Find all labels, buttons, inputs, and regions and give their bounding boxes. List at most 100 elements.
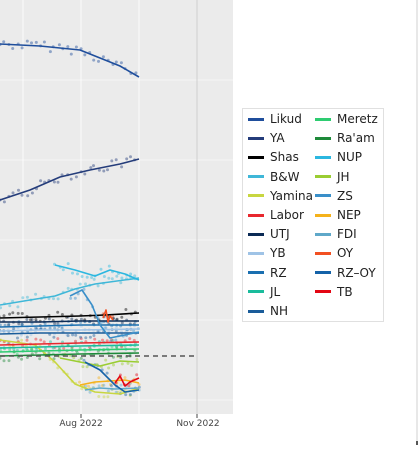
poll-point-ra-am (119, 356, 123, 359)
legend-item-jh: JH (315, 168, 350, 186)
poll-point-meretz (30, 347, 34, 351)
poll-point-utj (20, 322, 24, 326)
poll-point-ya (89, 166, 93, 170)
legend-item-rz: RZ (248, 264, 287, 282)
poll-point-nh (71, 333, 75, 337)
poll-point-utj (17, 322, 21, 326)
poll-point-rz (0, 323, 2, 327)
poll-point-ya (17, 188, 20, 192)
poll-point-jl (44, 347, 47, 351)
poll-point-yamina (30, 347, 34, 351)
poll-point-labor (79, 337, 83, 341)
poll-point-yamina (102, 395, 106, 399)
legend-label: JH (337, 169, 350, 184)
legend-swatch (315, 232, 331, 236)
legend-swatch (315, 194, 331, 198)
trend-line-fdi (84, 387, 140, 391)
trend-line-jh (59, 357, 140, 367)
chart-canvas: Aug 2022 Nov 2022 (0, 0, 233, 429)
poll-point-likud (20, 46, 24, 50)
poll-point-nup (107, 264, 111, 268)
poll-point-shas (120, 315, 124, 319)
poll-point-nup (129, 272, 133, 276)
poll-point-yamina (56, 366, 60, 370)
poll-point-labor (132, 338, 136, 342)
legend-item-rz-oy: RZ–OY (315, 264, 376, 282)
poll-point-nup (90, 276, 94, 279)
poll-point-yamina (97, 395, 101, 398)
trend-line-yb (0, 328, 140, 332)
legend-swatch (248, 136, 264, 140)
poll-point-ya (20, 193, 24, 197)
poll-point-utj (25, 318, 29, 321)
trend-line-rz-oy (84, 361, 140, 393)
poll-point-b-w (8, 304, 12, 308)
poll-point-jh (72, 356, 76, 360)
poll-point-fdi (88, 390, 92, 394)
poll-point-ya (114, 158, 118, 162)
poll-point-zs (73, 296, 77, 300)
legend-label: NH (270, 304, 288, 318)
poll-point-yamina (128, 394, 132, 397)
trend-line-oy (102, 309, 114, 323)
legend-item-zs: ZS (315, 187, 353, 205)
legend-label: Labor (270, 208, 304, 222)
poll-point-nh (66, 334, 70, 338)
legend-swatch (248, 194, 264, 198)
poll-point-jh (126, 361, 130, 365)
poll-point-ya (56, 180, 60, 184)
poll-point-utj (53, 322, 57, 326)
poll-point-likud (119, 61, 123, 65)
legend-swatch (248, 271, 264, 275)
poll-point-rz-oy (124, 393, 128, 397)
legend-label: ZS (337, 188, 353, 203)
poll-point-labor (62, 346, 66, 350)
poll-point-labor (56, 337, 60, 341)
poll-point-zs (114, 338, 118, 342)
legend-label: Ra'am (337, 131, 375, 146)
poll-point-likud (134, 71, 138, 75)
trend-line-yamina (0, 339, 140, 395)
poll-point-b-w (25, 295, 29, 299)
poll-point-likud (83, 53, 87, 57)
poll-point-likud (114, 60, 118, 64)
poll-point-b-w (110, 277, 114, 281)
edge-divider (414, 0, 420, 445)
poll-point-b-w (119, 281, 123, 285)
poll-point-likud (11, 47, 15, 50)
poll-point-yamina (20, 338, 24, 342)
poll-point-ya (92, 164, 95, 168)
poll-point-utj (79, 317, 83, 321)
poll-point-labor (34, 337, 38, 341)
legend-label: Shas (270, 150, 299, 165)
poll-point-ra-am (38, 357, 42, 361)
poll-point-yb (107, 329, 111, 333)
poll-point-jh (135, 358, 139, 361)
trend-line-labor (0, 341, 140, 346)
trend-line-zs (69, 289, 140, 339)
legend-swatch (248, 155, 264, 159)
poll-point-b-w (107, 276, 111, 280)
poll-point-utj (120, 321, 124, 325)
poll-point-likud (42, 40, 46, 44)
poll-point-labor (93, 337, 97, 341)
legend-label: UTJ (270, 227, 290, 242)
poll-point-nh (114, 329, 118, 333)
poll-point-ya (102, 169, 106, 173)
poll-point-yb (20, 333, 23, 337)
poll-point-b-w (56, 297, 60, 301)
poll-point-likud (30, 41, 33, 45)
trend-line-shas (0, 312, 140, 319)
poll-point-fdi (119, 383, 123, 387)
poll-point-jl (49, 340, 52, 344)
poll-point-jh (120, 362, 124, 366)
poll-point-b-w (115, 274, 119, 278)
poll-point-utj (30, 318, 34, 322)
poll-point-utj (47, 317, 51, 321)
poll-point-b-w (34, 292, 38, 296)
poll-point-likud (74, 45, 78, 49)
legend-item-likud: Likud (248, 110, 302, 128)
poll-point-jh (107, 366, 111, 370)
poll-point-labor (39, 338, 43, 342)
poll-point-shas (11, 311, 15, 315)
